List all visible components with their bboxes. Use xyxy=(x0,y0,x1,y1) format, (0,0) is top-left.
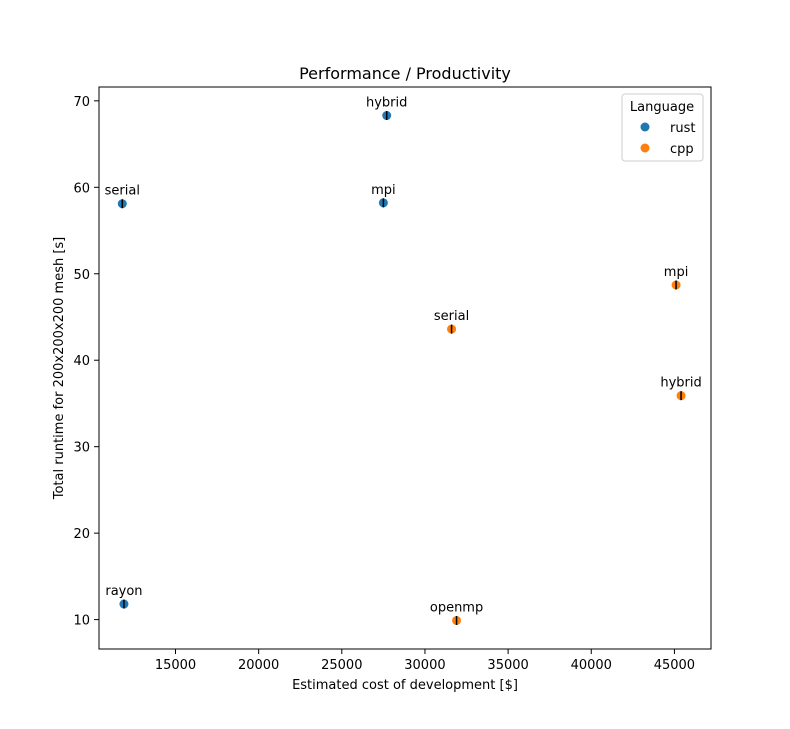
axes: 15000 20000 25000 30000 35000 40000 45000 10 20 3… xyxy=(73,95,695,673)
x-tick-label: 30000 xyxy=(404,658,445,673)
y-tick-label: 70 xyxy=(73,95,90,110)
x-tick-label: 25000 xyxy=(321,658,362,673)
y-axis-label: Total runtime for 200x200x200 mesh [s] xyxy=(52,237,67,501)
legend-title: Language xyxy=(630,100,694,115)
y-tick-label: 20 xyxy=(73,527,90,542)
x-tick-label: 15000 xyxy=(155,658,196,673)
legend-marker-cpp xyxy=(640,143,650,153)
point-label-cpp-mpi: mpi xyxy=(664,265,689,280)
point-label-rust-rayon: rayon xyxy=(105,584,142,599)
point-label-rust-hybrid: hybrid xyxy=(366,96,407,111)
point-label-cpp-serial: serial xyxy=(434,309,469,324)
x-tick-label: 35000 xyxy=(487,658,528,673)
point-label-cpp-hybrid: hybrid xyxy=(660,376,701,391)
legend-box xyxy=(621,93,704,162)
chart-title: Performance / Productivity xyxy=(299,64,511,83)
x-axis-label: Estimated cost of development [$] xyxy=(292,678,518,693)
x-tick-label: 45000 xyxy=(654,658,695,673)
y-tick-label: 40 xyxy=(73,354,90,369)
y-tick-label: 60 xyxy=(73,181,90,196)
point-label-rust-serial: serial xyxy=(105,184,140,199)
x-tick-label: 40000 xyxy=(571,658,612,673)
y-tick-label: 10 xyxy=(73,614,90,629)
legend-label-rust: rust xyxy=(670,121,695,136)
point-label-cpp-openmp: openmp xyxy=(430,600,483,615)
y-tick-label: 50 xyxy=(73,268,90,283)
plot-area: serial rayon mpi hybrid serial openmp mpi hybri… xyxy=(105,96,702,625)
x-tick-label: 20000 xyxy=(238,658,279,673)
point-label-rust-mpi: mpi xyxy=(371,183,396,198)
legend-label-cpp: cpp xyxy=(670,142,694,157)
legend-marker-rust xyxy=(640,122,650,132)
legend: Language rust cpp xyxy=(621,93,704,162)
plot-frame xyxy=(98,86,712,650)
y-tick-label: 30 xyxy=(73,441,90,456)
